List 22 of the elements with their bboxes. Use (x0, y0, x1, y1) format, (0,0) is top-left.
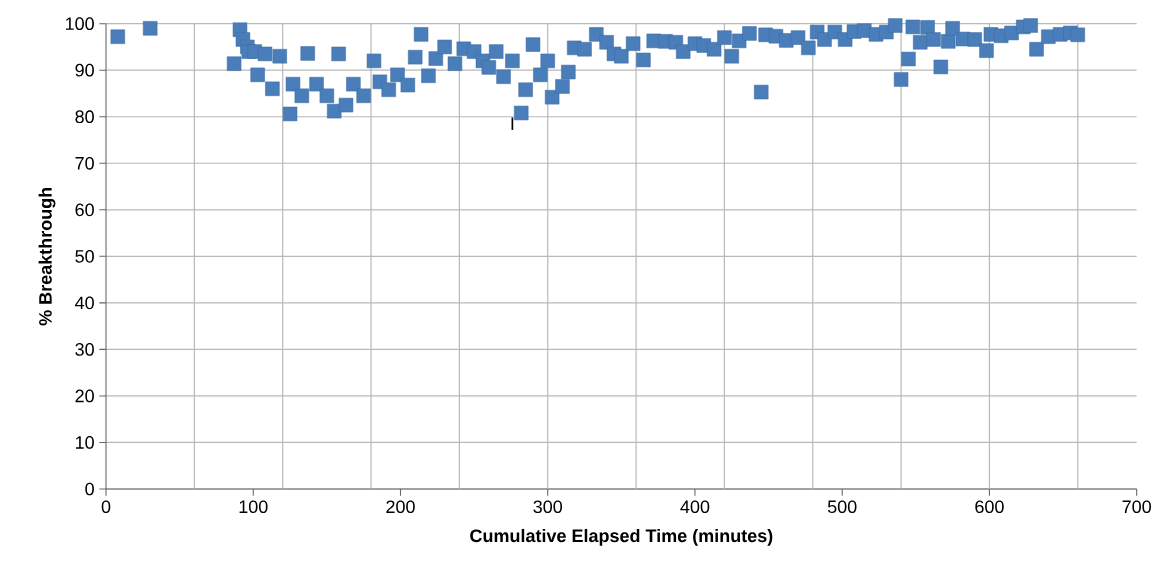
y-tick-label: 10 (75, 436, 94, 449)
annotation: I (511, 117, 514, 130)
y-axis-title: % Breakthrough (38, 187, 56, 326)
y-tick-label: 50 (75, 249, 94, 263)
x-tick-label: 0 (101, 500, 111, 514)
y-tick-label: 70 (75, 156, 94, 170)
y-tick-label: 0 (85, 482, 94, 496)
x-tick-label: 500 (827, 500, 857, 514)
x-tick-label: 600 (975, 500, 1004, 514)
y-tick-label: 30 (75, 343, 94, 356)
x-axis-title: Cumulative Elapsed Time (minutes) (470, 528, 773, 546)
y-tick-label: 80 (75, 110, 94, 124)
y-tick-label: 60 (75, 203, 94, 217)
y-tick-label: 40 (75, 296, 94, 310)
y-tick-label: 20 (75, 389, 94, 403)
x-tick-label: 700 (1122, 500, 1151, 514)
y-tick-label: 100 (65, 17, 94, 31)
x-tick-label: 100 (239, 500, 268, 514)
y-tick-label: 90 (75, 63, 94, 77)
x-tick-label: 400 (680, 500, 710, 514)
x-tick-label: 300 (533, 500, 563, 514)
x-tick-label: 200 (386, 500, 415, 514)
